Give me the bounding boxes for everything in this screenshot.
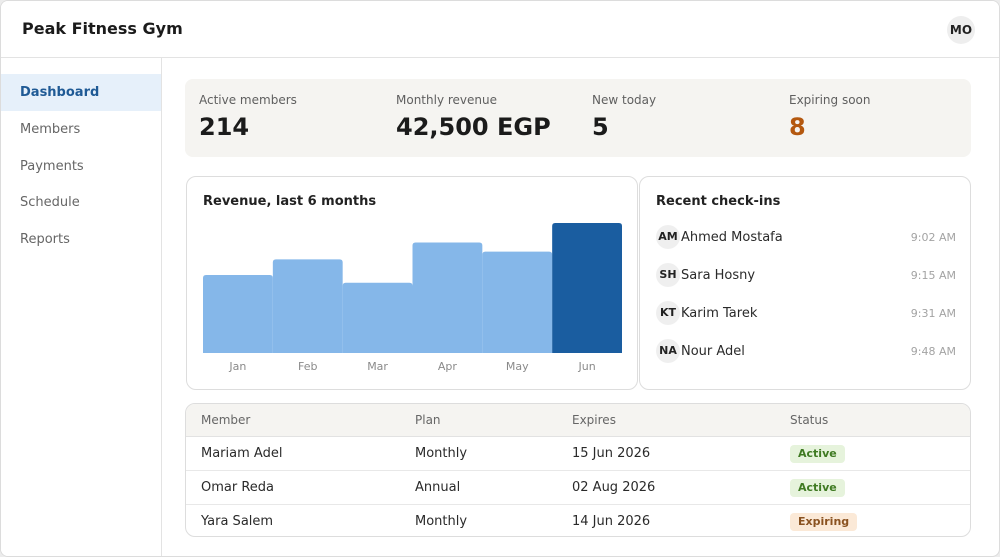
member-plan: Monthly [415, 514, 468, 529]
column-header-status[interactable]: Status [790, 413, 829, 427]
member-expires: 14 Jun 2026 [572, 514, 651, 529]
bar-jan[interactable] [203, 275, 273, 353]
sidebar-item-payments[interactable]: Payments [20, 159, 84, 174]
sidebar: Dashboard Members Payments Schedule Repo… [1, 58, 162, 556]
bar-mar[interactable] [342, 282, 413, 353]
kpi-label: Monthly revenue [396, 93, 497, 107]
top-bar: Peak Fitness Gym MO [1, 1, 999, 58]
x-tick-label: Mar [367, 360, 388, 373]
kpi-row: Active members 214 Monthly revenue 42,50… [185, 79, 971, 157]
bar-feb[interactable] [272, 259, 343, 353]
kpi-label: Expiring soon [789, 93, 871, 107]
member-plan: Annual [415, 480, 461, 495]
table-header: Member Plan Expires Status [186, 404, 970, 437]
checkin-name: Nour Adel [681, 344, 745, 359]
sidebar-item-dashboard[interactable]: Dashboard [1, 74, 161, 111]
avatar: KT [656, 301, 680, 325]
sidebar-item-members[interactable]: Members [20, 122, 81, 137]
x-tick-label: Feb [298, 360, 317, 373]
bar-jun[interactable] [552, 223, 622, 353]
kpi-label: Active members [199, 93, 297, 107]
member-name: Mariam Adel [201, 446, 283, 461]
checkin-time: 9:48 AM [910, 345, 956, 358]
member-expires: 02 Aug 2026 [572, 480, 656, 495]
checkin-name: Karim Tarek [681, 306, 758, 321]
checkin-item[interactable]: KT Karim Tarek 9:31 AM [656, 301, 956, 327]
member-name: Omar Reda [201, 480, 275, 495]
checkins-title: Recent check-ins [656, 194, 781, 209]
checkins-card: Recent check-ins AM Ahmed Mostafa 9:02 A… [639, 176, 971, 390]
kpi-expiring-soon: Expiring soon 8 [775, 79, 969, 157]
member-expires: 15 Jun 2026 [572, 446, 651, 461]
revenue-chart-card: Revenue, last 6 months Jan Feb Mar Apr May Ju… [186, 176, 638, 390]
checkin-item[interactable]: SH Sara Hosny 9:15 AM [656, 263, 956, 289]
kpi-value: 8 [789, 113, 806, 141]
members-table: Member Plan Expires Status Mariam Adel M… [185, 403, 971, 537]
kpi-monthly-revenue: Monthly revenue 42,500 EGP [382, 79, 576, 157]
column-header-expires[interactable]: Expires [572, 413, 616, 427]
user-avatar[interactable]: MO [947, 16, 975, 44]
x-tick-label: Jun [577, 360, 595, 373]
status-badge: Active [790, 479, 845, 497]
revenue-chart: Jan Feb Mar Apr May Jun [203, 223, 622, 373]
kpi-active-members: Active members 214 [185, 79, 379, 157]
avatar: NA [656, 339, 680, 363]
table-row[interactable]: Omar Reda Annual 02 Aug 2026 Active [186, 471, 970, 505]
table-row[interactable]: Mariam Adel Monthly 15 Jun 2026 Active [186, 437, 970, 471]
checkin-item[interactable]: AM Ahmed Mostafa 9:02 AM [656, 225, 956, 251]
table-row[interactable]: Yara Salem Monthly 14 Jun 2026 Expiring [186, 505, 970, 536]
x-tick-label: May [506, 360, 529, 373]
column-header-plan[interactable]: Plan [415, 413, 441, 427]
checkin-name: Ahmed Mostafa [681, 230, 783, 245]
checkin-time: 9:15 AM [910, 269, 956, 282]
checkin-time: 9:31 AM [910, 307, 956, 320]
bar-apr[interactable] [412, 242, 483, 354]
chart-title: Revenue, last 6 months [203, 194, 377, 209]
member-plan: Monthly [415, 446, 468, 461]
checkin-name: Sara Hosny [681, 268, 756, 283]
bar-may[interactable] [482, 251, 553, 353]
status-badge: Active [790, 445, 845, 463]
avatar: AM [656, 225, 680, 249]
x-tick-label: Apr [438, 360, 458, 373]
column-header-member[interactable]: Member [201, 413, 251, 427]
checkin-time: 9:02 AM [910, 231, 956, 244]
kpi-value: 42,500 EGP [396, 113, 551, 141]
sidebar-item-reports[interactable]: Reports [20, 232, 70, 247]
status-badge: Expiring [790, 513, 858, 531]
kpi-value: 5 [592, 113, 609, 141]
kpi-value: 214 [199, 113, 250, 141]
app-title: Peak Fitness Gym [22, 19, 183, 38]
checkin-item[interactable]: NA Nour Adel 9:48 AM [656, 339, 956, 365]
sidebar-item-schedule[interactable]: Schedule [20, 195, 80, 210]
kpi-label: New today [592, 93, 657, 107]
member-name: Yara Salem [201, 514, 274, 529]
x-tick-label: Jan [228, 360, 246, 373]
kpi-new-today: New today 5 [578, 79, 772, 157]
avatar: SH [656, 263, 680, 287]
